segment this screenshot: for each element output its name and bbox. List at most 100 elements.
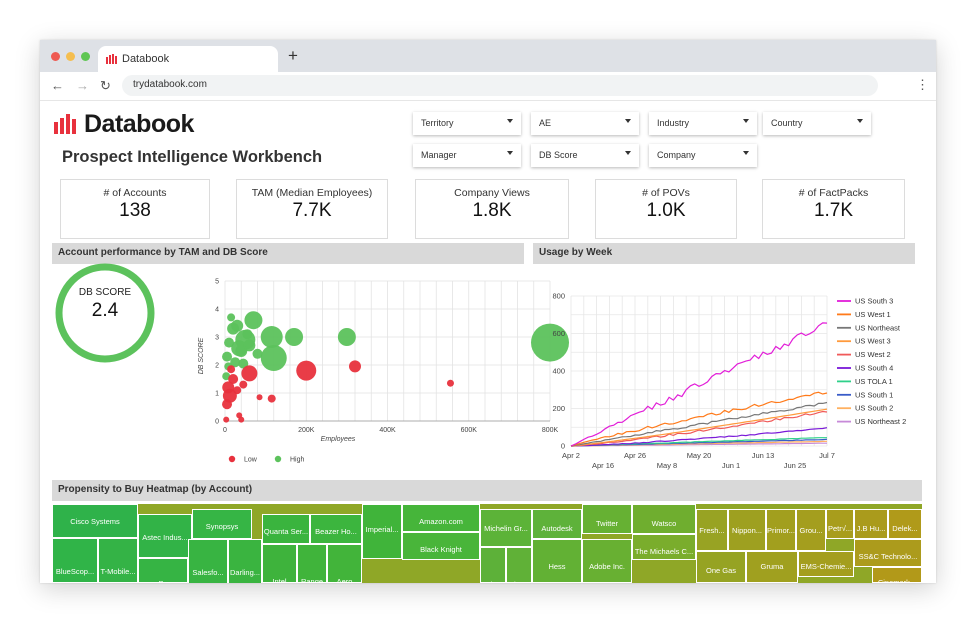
scatter-chart: 0 1 2 3 4 5 0 200K 400K 600K 800K Employees DB SCO… <box>198 279 569 464</box>
maximize-window-dot[interactable] <box>81 52 90 61</box>
heatmap-tile[interactable]: Amazon.com <box>402 504 480 532</box>
heatmap-tile[interactable]: The Michaels C... <box>632 534 696 560</box>
heatmap-tile[interactable]: Intel <box>262 544 297 583</box>
scatter-point-high <box>222 351 233 362</box>
url-text: trydatabook.com <box>133 79 207 90</box>
kpi-label: # of POVs <box>642 187 690 199</box>
scatter-point-high <box>285 328 304 346</box>
forward-arrow-icon[interactable]: → <box>76 78 89 93</box>
back-arrow-icon[interactable]: ← <box>51 78 64 93</box>
scatter-point-high <box>243 339 256 352</box>
legend-label: US South 4 <box>855 364 893 373</box>
scatter-point-low <box>222 399 233 410</box>
heatmap-tile[interactable]: Watsco <box>632 504 696 534</box>
heatmap-tile[interactable]: eBay <box>138 558 188 583</box>
heatmap-tile[interactable]: Hess <box>532 539 582 583</box>
y-tick-label: 1 <box>215 391 219 398</box>
y-tick-label: 2 <box>215 363 219 370</box>
browser-tab[interactable]: Databook <box>98 46 278 72</box>
heatmap-tile-label: Tho... <box>507 580 531 582</box>
heatmap-tile[interactable]: Black Knight <box>402 532 480 560</box>
tab-strip: Databook + <box>40 40 936 72</box>
filter-db-score[interactable]: DB Score <box>531 144 639 167</box>
kpi-value: 1.0K <box>646 200 686 221</box>
heatmap-tile-label: Nippon... <box>731 526 763 535</box>
heatmap-tile[interactable]: Range <box>297 544 327 583</box>
heatmap-tile-label: EMS-Chemie... <box>800 562 852 571</box>
heatmap-tile-label: The Michaels C... <box>634 547 694 556</box>
heatmap-tile[interactable]: Cisco Systems <box>52 504 138 538</box>
filter-label: Country <box>771 118 803 128</box>
heatmap-tile[interactable]: Michelin Gr... <box>480 509 532 547</box>
new-tab-button[interactable]: + <box>288 46 298 65</box>
heatmap-tile[interactable]: Nippon... <box>728 509 766 551</box>
usage-line <box>570 391 828 447</box>
section-title: Usage by Week <box>539 247 613 258</box>
filter-industry[interactable]: Industry <box>649 112 757 135</box>
heatmap-tile[interactable]: Grou... <box>796 509 826 551</box>
heatmap-tile[interactable]: Autodesk <box>532 509 582 539</box>
filter-company[interactable]: Company <box>649 144 757 167</box>
kpi-label: # of Accounts <box>103 187 167 199</box>
dropdown-arrow-icon <box>625 151 631 155</box>
kpi-label: TAM (Median Employees) <box>251 187 373 199</box>
filter-manager[interactable]: Manager <box>413 144 521 167</box>
scatter-point-high <box>252 348 263 359</box>
reload-icon[interactable]: ↻ <box>100 78 111 93</box>
x-tick-label: Jun 25 <box>784 461 807 470</box>
heatmap-tile[interactable]: Salesfo... <box>188 539 228 583</box>
heatmap-tile-label: T-Mobile... <box>100 567 136 576</box>
heatmap-tile-label: Primor... <box>767 526 795 535</box>
section-header-performance: Account performance by TAM and DB Score <box>52 243 524 264</box>
heatmap-tile[interactable]: One Gas <box>696 551 746 583</box>
heatmap-tile-label: BlueScop... <box>55 567 95 576</box>
heatmap-tile[interactable]: T-Mobile... <box>98 538 138 583</box>
heatmap-tile[interactable]: Twitter <box>582 504 632 534</box>
scatter-point-high <box>244 311 263 330</box>
db-score-gauge <box>55 263 155 363</box>
heatmap-tile[interactable]: Cinemark... <box>872 567 922 583</box>
y-axis-label: DB SCORE <box>198 337 205 374</box>
heatmap-tile[interactable]: Adobe Inc. <box>582 539 632 583</box>
heatmap-tile[interactable]: SS&C Technolo... <box>854 539 922 567</box>
close-window-dot[interactable] <box>51 52 60 61</box>
scatter-point-high <box>238 358 249 369</box>
heatmap-tile[interactable]: Quanta Ser... <box>262 514 310 544</box>
filter-territory[interactable]: Territory <box>413 112 521 135</box>
scatter-point-low <box>238 416 245 423</box>
minimize-window-dot[interactable] <box>66 52 75 61</box>
heatmap-tile[interactable]: Beazer Ho... <box>310 514 362 544</box>
usage-line <box>570 427 828 447</box>
heatmap-tile[interactable]: J.B Hu... <box>854 509 888 539</box>
browser-menu-icon[interactable]: ⋮ <box>916 77 929 92</box>
filter-ae[interactable]: AE <box>531 112 639 135</box>
kpi-factpacks: # of FactPacks 1.7K <box>762 179 905 239</box>
heatmap-tile[interactable]: Petr√... <box>826 509 854 539</box>
heatmap-tile[interactable]: Darling... <box>228 539 262 583</box>
heatmap-tile[interactable]: Primor... <box>766 509 796 551</box>
y-tick-label: 600 <box>552 329 565 338</box>
heatmap-tile-label: Hess <box>548 562 566 571</box>
scatter-point-low <box>227 365 236 374</box>
url-bar[interactable]: trydatabook.com <box>122 75 878 96</box>
heatmap-tile[interactable]: Tho... <box>506 547 532 583</box>
kpi-accounts: # of Accounts 138 <box>60 179 210 239</box>
x-tick-label: 0 <box>223 427 227 434</box>
heatmap-tile[interactable]: Fresh... <box>696 509 728 551</box>
x-tick-label: Jul 7 <box>819 451 835 460</box>
databook-favicon-icon <box>106 54 117 64</box>
heatmap-tile-label: Grou... <box>799 526 823 535</box>
heatmap-tile[interactable]: Delek... <box>888 509 922 539</box>
heatmap-tile[interactable]: Astec Indus... <box>138 514 192 558</box>
filter-country[interactable]: Country <box>763 112 871 135</box>
scatter-point-high <box>242 329 253 340</box>
heatmap-tile[interactable]: BlueScop... <box>52 538 98 583</box>
heatmap-tile[interactable]: Imperial... <box>362 504 402 559</box>
heatmap-tile[interactable]: Ade... <box>480 547 506 583</box>
heatmap-tile[interactable]: EMS-Chemie... <box>798 551 854 577</box>
heatmap-tile[interactable]: Gruma <box>746 551 798 583</box>
scatter-point-low <box>239 380 248 389</box>
dropdown-arrow-icon <box>743 151 749 155</box>
heatmap-tile[interactable]: Synopsys <box>192 509 252 539</box>
heatmap-tile[interactable]: Aero <box>327 544 362 583</box>
